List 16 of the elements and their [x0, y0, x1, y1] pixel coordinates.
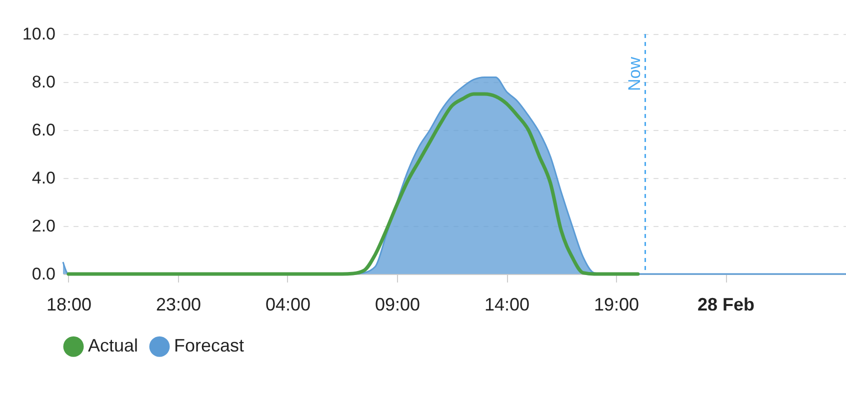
- x-tick-label: 23:00: [156, 294, 202, 314]
- x-tick-label: 28 Feb: [698, 294, 755, 314]
- y-tick-label: 0.0: [32, 264, 56, 284]
- y-tick-label: 10.0: [22, 24, 56, 44]
- legend-label: Actual: [88, 336, 138, 356]
- y-tick-label: 6.0: [32, 120, 56, 140]
- x-tick-label: 14:00: [484, 294, 530, 314]
- y-tick-label: 4.0: [32, 168, 56, 188]
- x-tick-label: 19:00: [594, 294, 640, 314]
- legend-label: Forecast: [174, 336, 244, 356]
- x-tick-label: 09:00: [374, 294, 420, 314]
- ref-line-label: Now: [625, 56, 644, 92]
- y-tick-label: 8.0: [32, 72, 56, 92]
- x-tick-label: 18:00: [46, 294, 92, 314]
- x-tick-label: 04:00: [265, 294, 311, 314]
- y-tick-label: 2.0: [32, 216, 56, 236]
